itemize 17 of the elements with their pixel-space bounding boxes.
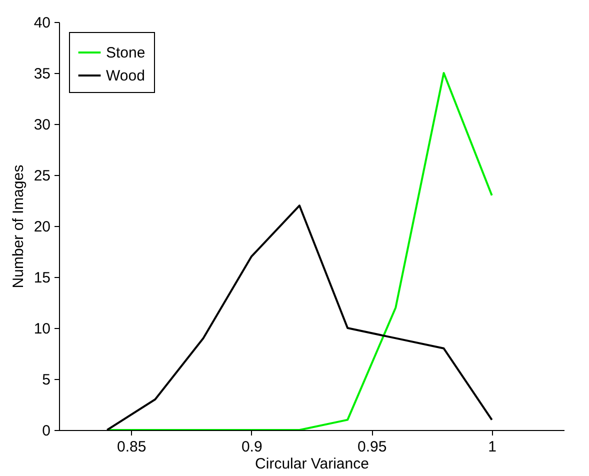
y-tick-label: 40 <box>34 14 50 32</box>
y-tick-label: 5 <box>42 372 50 388</box>
y-tick-label: 25 <box>34 168 50 184</box>
y-tick-label: 30 <box>34 116 50 134</box>
y-axis-title: Number of Images <box>10 164 27 288</box>
y-tick-label: 15 <box>34 270 50 286</box>
y-tick-label: 0 <box>42 422 50 440</box>
legend-label: Stone <box>106 44 146 62</box>
y-tick-label: 10 <box>34 320 50 338</box>
y-tick-label: 35 <box>34 66 50 82</box>
x-tick-label: 0.9 <box>241 438 262 456</box>
x-tick-label: 1 <box>488 438 497 456</box>
x-tick-label: 0.85 <box>117 438 146 456</box>
x-tick-label: 0.95 <box>358 438 387 456</box>
y-tick-label: 20 <box>34 218 50 236</box>
legend-label: Wood <box>106 68 145 84</box>
x-axis-title: Circular Variance <box>255 456 369 472</box>
